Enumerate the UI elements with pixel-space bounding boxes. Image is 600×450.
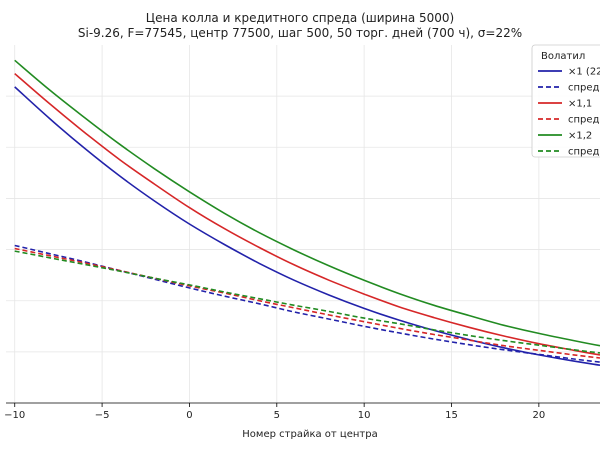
legend-label-1: спред	[568, 83, 600, 94]
legend: Волатил ×1 (22 спред ×1,1 спред ×1,2 спред	[531, 44, 600, 158]
legend-title: Волатил	[541, 51, 585, 62]
x-tick-label-0: −10	[4, 410, 25, 421]
x-tick-label-4: 10	[358, 410, 371, 421]
series-line-2	[14, 72, 600, 356]
x-ticks: −10 −5 0 5 10 15 20	[4, 403, 545, 421]
legend-label-0: ×1 (22	[568, 67, 600, 78]
x-tick-label-6: 20	[532, 410, 545, 421]
x-tick-label-1: −5	[95, 410, 110, 421]
legend-box	[531, 44, 600, 158]
x-tick-label-5: 15	[445, 410, 458, 421]
x-tick-label-2: 0	[186, 410, 192, 421]
legend-label-2: ×1,1	[568, 99, 592, 110]
grid	[6, 45, 600, 403]
series-line-5	[14, 250, 600, 354]
series-layer	[14, 59, 600, 366]
series-line-4	[14, 59, 600, 347]
series-line-0	[14, 86, 600, 366]
chart-title-line-1: Цена колла и кредитного спреда (ширина 5…	[146, 11, 454, 25]
series-line-3	[14, 247, 600, 359]
x-axis-label: Номер страйка от центра	[242, 429, 377, 440]
plot-area: −10 −5 0 5 10 15 20	[4, 45, 600, 421]
legend-label-5: спред	[568, 147, 600, 158]
series-line-1	[14, 244, 600, 363]
legend-label-3: спред	[568, 115, 600, 126]
chart-title-line-2: Si-9.26, F=77545, центр 77500, шаг 500, …	[78, 26, 522, 40]
legend-items: ×1 (22 спред ×1,1 спред ×1,2 спред	[538, 67, 600, 158]
legend-label-4: ×1,2	[568, 131, 592, 142]
x-tick-label-3: 5	[274, 410, 280, 421]
